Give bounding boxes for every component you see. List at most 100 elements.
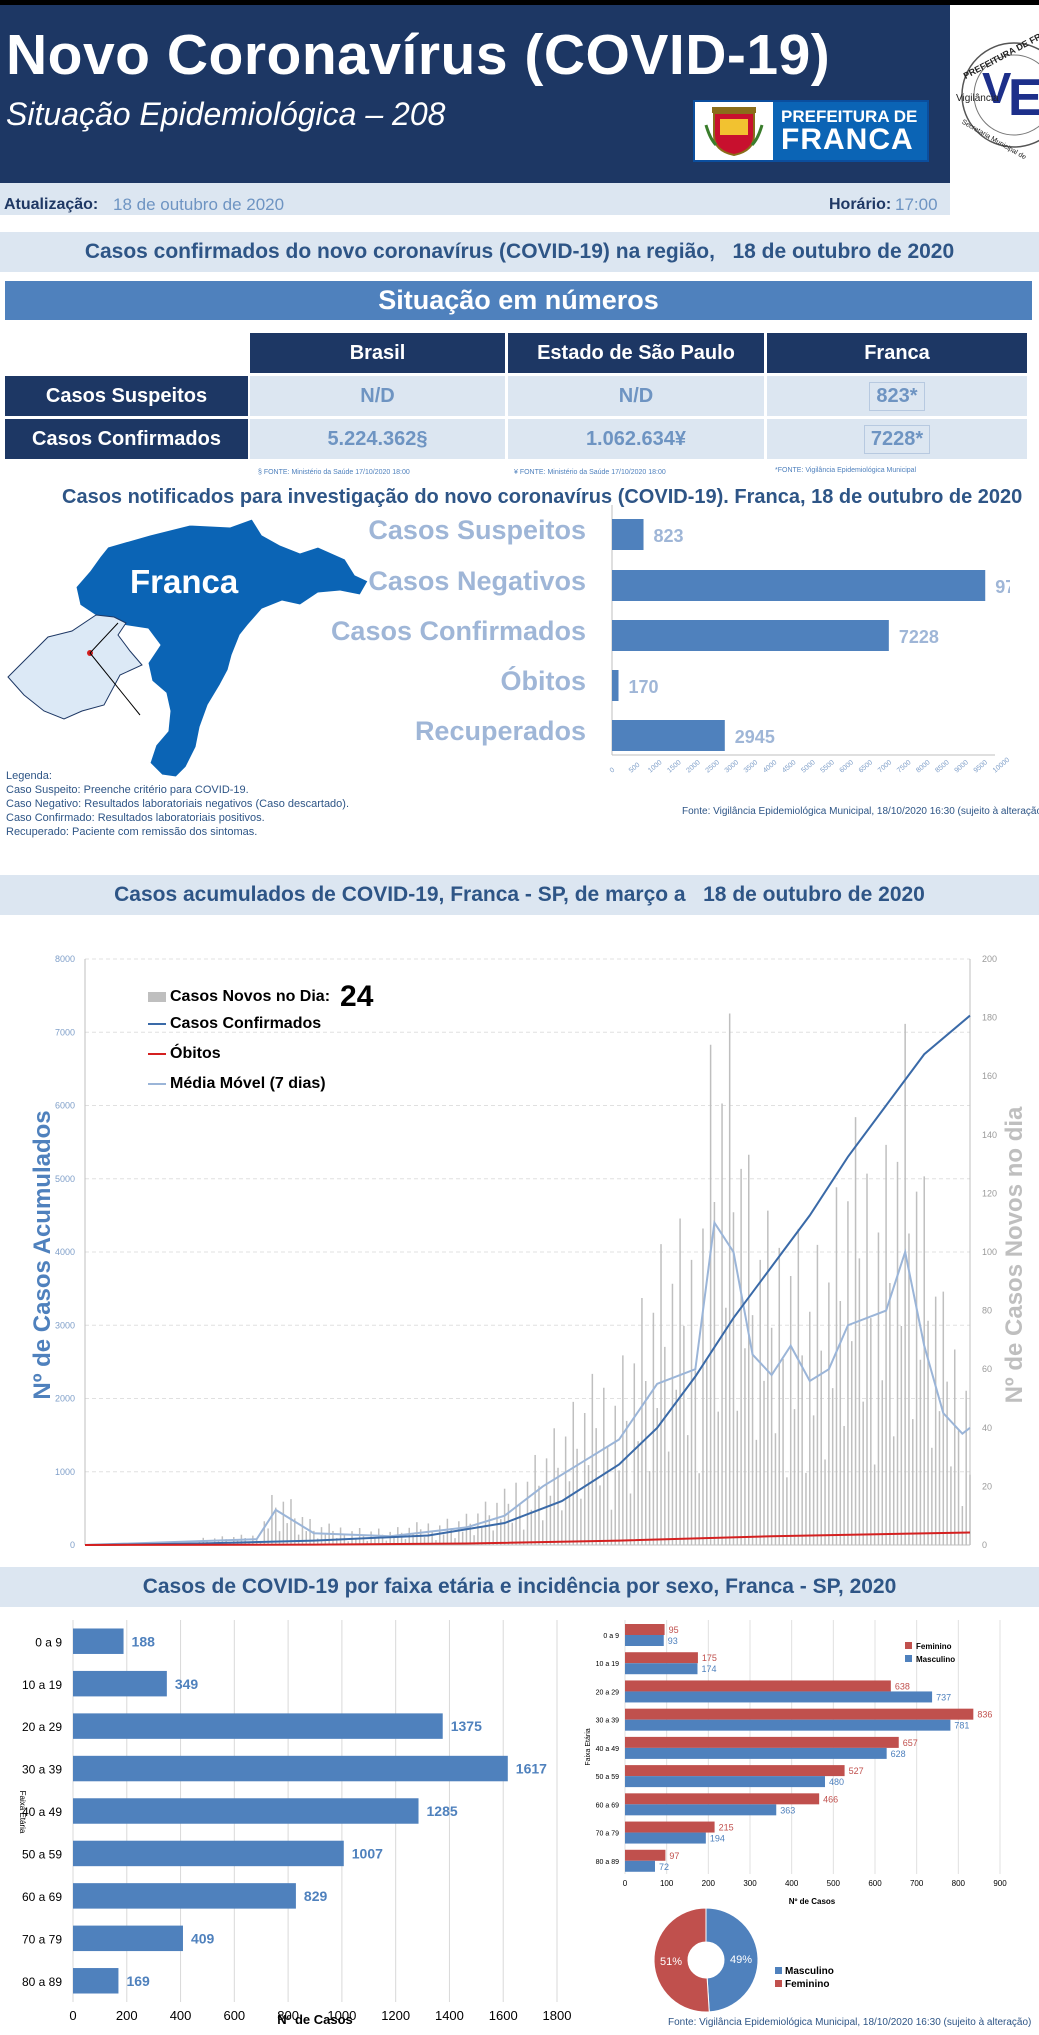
sex-x-tick: 800 xyxy=(952,1879,966,1888)
notif-x-tick: 4500 xyxy=(781,759,798,774)
section2-source: Fonte: Vigilância Epidemiológica Municip… xyxy=(682,806,1039,817)
top-border xyxy=(0,0,1039,5)
legend-media-swatch xyxy=(148,1083,166,1085)
legend-item-suspeito: Caso Suspeito: Preenche critério para CO… xyxy=(6,784,249,796)
age-category-label: 0 a 9 xyxy=(35,1635,62,1649)
notif-x-tick: 5500 xyxy=(819,759,836,774)
age-category-label: 60 a 69 xyxy=(22,1890,62,1904)
age-x-label: Nº de Casos xyxy=(277,2012,353,2027)
acumulados-line-chart: 0 1000 2000 3000 4000 5000 6000 7000 8000 0 20 40 60… xyxy=(29,954,1028,1550)
update-label: Atualização: xyxy=(4,196,99,213)
notif-x-tick: 8000 xyxy=(915,759,932,774)
notif-x-tick: 6500 xyxy=(858,759,875,774)
age-bar-value: 349 xyxy=(175,1676,199,1692)
legend-novos-label: Casos Novos no Dia: xyxy=(170,988,331,1005)
footnote-brasil: § FONTE: Ministério da Saúde 17/10/2020 … xyxy=(258,469,410,476)
sex-bar-masculino xyxy=(625,1747,887,1759)
notif-x-tick: 7000 xyxy=(877,759,894,774)
notif-x-tick: 8500 xyxy=(934,759,951,774)
age-bar xyxy=(73,1840,344,1867)
sex-legend-masculino: Masculino xyxy=(916,1655,955,1664)
hbar-label-recuperados: Recuperados xyxy=(414,716,586,746)
cell-sp-confirmados: 1.062.634¥ xyxy=(508,419,764,459)
legend-media-label: Média Móvel (7 dias) xyxy=(170,1075,326,1092)
age-bar xyxy=(73,1798,419,1824)
acum-y-tick: 4000 xyxy=(55,1247,75,1257)
acum-y-tick: 5000 xyxy=(55,1174,75,1184)
sex-bar-feminino xyxy=(625,1736,899,1748)
sex-category-label: 60 a 69 xyxy=(596,1802,619,1809)
row-header-confirmados: Casos Confirmados xyxy=(5,419,248,459)
sex-bar-value-feminino: 527 xyxy=(849,1766,864,1776)
franca-confirmados-value: 7228* xyxy=(863,424,931,454)
cell-sp-suspeitos: N/D xyxy=(508,376,764,416)
notif-bar-value: 2945 xyxy=(735,727,775,747)
age-x-tick: 600 xyxy=(223,2008,245,2023)
map-label-franca: Franca xyxy=(130,563,239,600)
notif-x-tick: 5000 xyxy=(800,759,817,774)
acum-y-tick: 8000 xyxy=(55,954,75,964)
acum-y2-tick: 0 xyxy=(982,1540,987,1550)
media-movel-line xyxy=(84,1219,971,1546)
sex-bar-value-feminino: 97 xyxy=(669,1851,679,1861)
sex-bar-feminino xyxy=(625,1821,715,1833)
situacao-banner: Situação em números xyxy=(5,281,1032,320)
sex-bar-value-masculino: 480 xyxy=(829,1777,844,1787)
acum-y2-tick: 160 xyxy=(982,1071,997,1081)
notif-bar xyxy=(612,720,725,751)
acum-y-tick: 1000 xyxy=(55,1467,75,1477)
sex-bar-value-masculino: 93 xyxy=(668,1636,678,1646)
row-header-suspeitos: Casos Suspeitos xyxy=(5,376,248,416)
acum-y2-tick: 40 xyxy=(982,1423,992,1433)
svg-text:V: V xyxy=(982,64,1012,113)
legend-obitos-swatch xyxy=(148,1053,166,1055)
age-x-tick: 800 xyxy=(277,2008,299,2023)
section3-title: Casos acumulados de COVID-19, Franca - S… xyxy=(114,883,925,906)
age-bar-value: 188 xyxy=(132,1633,156,1649)
prefeitura-logo: PREFEITURA DE FRANCA xyxy=(693,100,929,162)
section2-title: Casos notificados para investigação do n… xyxy=(62,486,1023,508)
svg-text:E: E xyxy=(1008,69,1039,127)
time-label: Horário: xyxy=(829,196,892,213)
sex-legend-swatch-feminino xyxy=(905,1642,912,1649)
age-x-tick: 1800 xyxy=(543,2008,572,2023)
sex-category-label: 40 a 49 xyxy=(596,1746,619,1753)
age-bar-value: 1007 xyxy=(352,1846,383,1862)
sex-legend-feminino: Feminino xyxy=(916,1642,952,1651)
col-header-sp: Estado de São Paulo xyxy=(508,333,764,373)
sex-legend-swatch-masculino xyxy=(905,1655,912,1662)
section3-band: Casos acumulados de COVID-19, Franca - S… xyxy=(0,875,1039,915)
sex-bar-feminino xyxy=(625,1708,974,1720)
age-x-tick: 200 xyxy=(116,2008,138,2023)
sex-x-tick: 500 xyxy=(827,1879,841,1888)
casos-confirmados-line xyxy=(84,1014,971,1546)
sex-category-label: 20 a 29 xyxy=(596,1689,619,1696)
notif-x-tick: 2500 xyxy=(705,759,722,774)
age-bar xyxy=(73,1713,443,1739)
col-header-brasil: Brasil xyxy=(250,333,505,373)
notif-bar xyxy=(612,570,986,601)
update-bar xyxy=(0,183,950,215)
acum-y2-tick: 120 xyxy=(982,1188,997,1198)
sex-bar-value-masculino: 737 xyxy=(936,1692,951,1702)
pie-legend-feminino: Feminino xyxy=(785,1979,829,1990)
page-title: Novo Coronavírus (COVID-19) xyxy=(6,23,831,87)
acum-y2-tick: 200 xyxy=(982,954,997,964)
footnote-sp: ¥ FONTE: Ministério da Saúde 17/10/2020 … xyxy=(514,469,666,476)
sex-bar-feminino xyxy=(625,1624,665,1635)
cell-franca-confirmados: 7228* xyxy=(767,419,1027,459)
notif-x-tick: 10000 xyxy=(992,757,1010,775)
vigilancia-seal-logo: V E PREFEITURA DE FR Vigilância Secretar… xyxy=(952,5,1039,183)
section4-band: Casos de COVID-19 por faixa etária e inc… xyxy=(0,1567,1039,1607)
age-x-tick: 1000 xyxy=(327,2008,356,2023)
pie-legend-swatch-feminino xyxy=(775,1980,782,1987)
notif-bar-value: 7228 xyxy=(899,627,939,647)
notificados-bar-chart: 823 9745 7228 170 2945 0 500 100015002000250030… xyxy=(609,505,1010,775)
age-bar-value: 1617 xyxy=(516,1761,547,1777)
notif-x-tick: 2000 xyxy=(685,759,702,774)
legend-title: Legenda: xyxy=(6,770,52,782)
legend-novos-swatch xyxy=(148,992,166,1002)
notif-x-tick: 500 xyxy=(628,762,642,775)
notif-bar-value: 9745 xyxy=(995,577,1010,597)
legend-item-recuperado: Recuperado: Paciente com remissão dos si… xyxy=(6,826,258,838)
